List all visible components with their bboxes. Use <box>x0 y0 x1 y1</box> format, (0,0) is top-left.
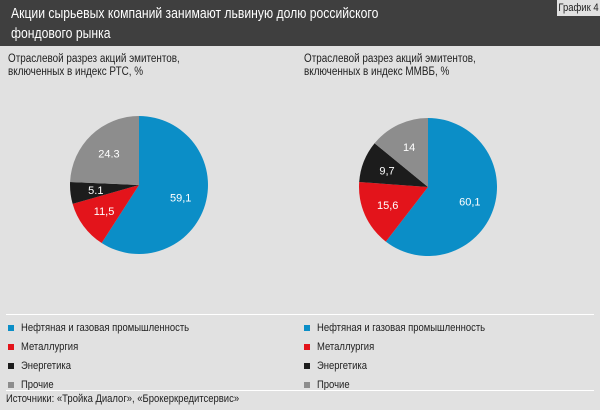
right-pie-subtitle: Отраслевой разрез акций эмитентов, включ… <box>304 53 476 78</box>
legend-item-energy: Энергетика <box>304 356 574 375</box>
left-pie-subtitle: Отраслевой разрез акций эмитентов, включ… <box>8 53 180 78</box>
legend-swatch-other <box>8 381 14 388</box>
left-legend: Нефтяная и газовая промышленность Металл… <box>8 318 278 394</box>
legend-label-metallurgy: Металлургия <box>21 340 79 353</box>
pie-slice-energy <box>359 143 428 187</box>
legend-swatch-other <box>304 381 310 388</box>
legend-swatch-metallurgy <box>8 343 14 350</box>
pie-slice-oil-gas <box>101 116 208 255</box>
legend-item-metallurgy: Металлургия <box>304 337 574 356</box>
legend-label-energy: Энергетика <box>317 359 367 372</box>
legend-item-other: Прочие <box>304 375 574 394</box>
legend-item-metallurgy: Металлургия <box>8 337 278 356</box>
pie-label-metallurgy: 11,5 <box>94 206 115 218</box>
legend-label-other: Прочие <box>21 378 54 391</box>
legend-divider <box>6 314 594 315</box>
pie-label-energy: 9,7 <box>379 166 394 178</box>
pie-slice-metallurgy <box>72 185 139 244</box>
pie-label-oil-gas: 59,1 <box>170 192 191 204</box>
pie-label-other: 24.3 <box>98 149 119 161</box>
pie-slice-energy <box>70 181 139 204</box>
legend-swatch-energy <box>8 362 14 369</box>
legend-swatch-oil-gas <box>8 324 14 331</box>
legend-label-energy: Энергетика <box>21 359 71 372</box>
pie-label-oil-gas: 60,1 <box>459 196 480 208</box>
pie-slice-other <box>374 118 428 187</box>
legend-item-oil-gas: Нефтяная и газовая промышленность <box>8 318 278 337</box>
pie-slice-oil-gas <box>385 118 498 256</box>
pie-slice-metallurgy <box>358 181 428 242</box>
source-note: Источники: «Тройка Диалог», «Брокеркреди… <box>6 393 240 405</box>
legend-swatch-metallurgy <box>304 343 310 350</box>
legend-label-other: Прочие <box>317 378 350 391</box>
legend-swatch-energy <box>304 362 310 369</box>
legend-label-oil-gas: Нефтяная и газовая промышленность <box>21 321 190 334</box>
header-bar: Акции сырьевых компаний занимают львиную… <box>0 0 600 46</box>
legend-label-metallurgy: Металлургия <box>317 340 375 353</box>
legend-item-oil-gas: Нефтяная и газовая промышленность <box>304 318 574 337</box>
figure-badge: График 4 <box>557 0 600 16</box>
legend-label-oil-gas: Нефтяная и газовая промышленность <box>317 321 486 334</box>
source-divider <box>6 390 594 391</box>
right-legend: Нефтяная и газовая промышленность Металл… <box>304 318 574 394</box>
chart-title: Акции сырьевых компаний занимают львиную… <box>11 6 379 42</box>
pie-label-other: 14 <box>403 142 415 154</box>
legend-item-energy: Энергетика <box>8 356 278 375</box>
pie-label-energy: 5.1 <box>88 185 103 197</box>
pie-label-metallurgy: 15,6 <box>377 200 398 212</box>
pie-slice-other <box>70 116 139 185</box>
legend-swatch-oil-gas <box>304 324 310 331</box>
legend-item-other: Прочие <box>8 375 278 394</box>
